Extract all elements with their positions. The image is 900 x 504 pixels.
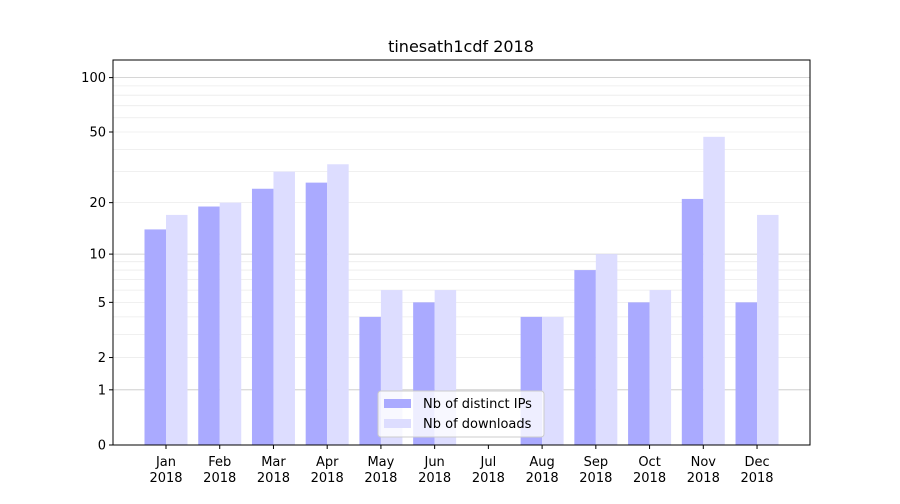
- x-tick-label: 2018: [257, 471, 290, 486]
- x-tick-label: Aug: [529, 455, 554, 470]
- bar-downloads: [219, 202, 242, 445]
- bar-downloads: [649, 290, 672, 445]
- x-tick-label: 2018: [633, 471, 666, 486]
- bar-distinct-ips: [198, 206, 220, 445]
- x-tick-label: 2018: [149, 471, 182, 486]
- bar-distinct-ips: [305, 182, 328, 445]
- bar-distinct-ips: [681, 198, 704, 445]
- x-tick-label: May: [367, 455, 394, 470]
- bar-distinct-ips: [628, 302, 650, 445]
- bar-distinct-ips: [144, 229, 166, 445]
- x-tick-label: Jan: [155, 455, 176, 470]
- y-tick-label: 100: [81, 71, 106, 86]
- y-tick-label: 1: [98, 383, 106, 398]
- y-tick-label: 10: [89, 248, 106, 263]
- bar-downloads: [327, 164, 349, 446]
- x-tick-label: 2018: [418, 471, 451, 486]
- x-tick-label: Oct: [638, 455, 660, 470]
- legend-swatch: [384, 399, 411, 408]
- bar-distinct-ips: [574, 270, 596, 445]
- y-tick-label: 2: [98, 351, 106, 366]
- x-tick-label: Feb: [208, 455, 231, 470]
- x-tick-label: 2018: [740, 471, 773, 486]
- x-tick-label: 2018: [526, 471, 559, 486]
- y-tick-label: 5: [98, 296, 106, 311]
- legend-box: [377, 390, 545, 438]
- legend: Nb of distinct IPs Nb of downloads: [377, 390, 545, 438]
- x-tick-label: 2018: [687, 471, 720, 486]
- bar-distinct-ips: [251, 188, 274, 445]
- legend-label: Nb of distinct IPs: [423, 397, 532, 412]
- y-tick-label: 0: [98, 439, 106, 454]
- x-tick-label: Mar: [261, 455, 286, 470]
- x-tick-label: 2018: [364, 471, 397, 486]
- chart-title: tinesath1cdf 2018: [388, 37, 534, 56]
- bar-downloads: [595, 254, 618, 445]
- bar-downloads: [273, 171, 295, 445]
- y-tick-label: 20: [89, 196, 106, 211]
- x-tick-label: Nov: [691, 455, 717, 470]
- bar-downloads: [703, 136, 725, 445]
- x-tick-label: Apr: [316, 455, 339, 470]
- x-tick-label: 2018: [311, 471, 344, 486]
- legend-swatch: [384, 419, 411, 428]
- plot-frame: [112, 59, 811, 446]
- bar-downloads: [757, 214, 779, 445]
- bar-distinct-ips: [359, 316, 381, 445]
- bar-distinct-ips: [735, 302, 758, 445]
- x-tick-label: 2018: [579, 471, 612, 486]
- x-tick-label: Dec: [744, 455, 769, 470]
- x-tick-label: Sep: [584, 455, 609, 470]
- bar-downloads: [542, 316, 564, 445]
- y-tick-label: 50: [89, 126, 106, 141]
- legend-label: Nb of downloads: [423, 417, 532, 432]
- x-tick-label: 2018: [472, 471, 505, 486]
- x-tick-label: Jul: [480, 455, 497, 470]
- x-tick-label: Jun: [423, 455, 444, 470]
- x-tick-label: 2018: [203, 471, 236, 486]
- bar-downloads: [166, 214, 188, 445]
